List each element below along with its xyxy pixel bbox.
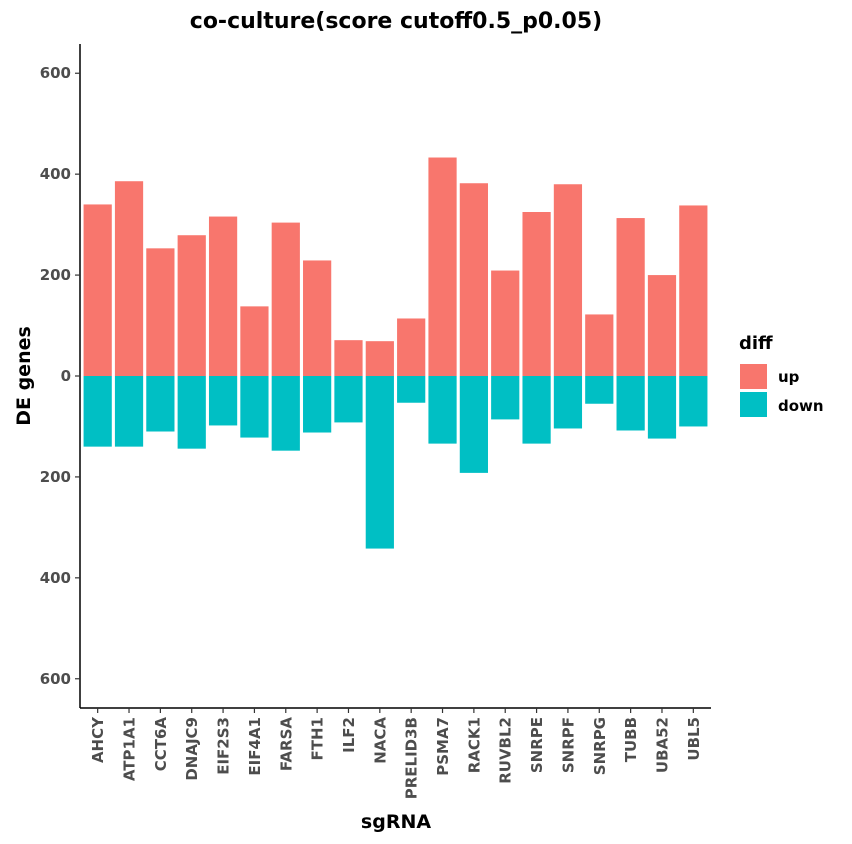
bar-up-snrpg: [585, 314, 614, 376]
x-tick-label-uba52: UBA52: [654, 717, 672, 773]
bar-down-naca: [365, 376, 394, 549]
x-ticks: AHCY ATP1A1 CCT6A DNAJC9 EIF2S3 EIF4A1 FARSA FT…: [89, 708, 703, 799]
legend-key-up: [740, 364, 767, 389]
bar-up-tubb: [616, 218, 645, 376]
bar-down-dnajc9: [177, 376, 206, 449]
bar-down-ilf2: [334, 376, 363, 423]
bar-down-tubb: [616, 376, 645, 431]
bar-down-eif2s3: [208, 376, 238, 426]
bars-group: [83, 157, 708, 549]
bar-down-ruvbl2: [491, 376, 520, 420]
x-tick-label-psma7: PSMA7: [434, 717, 452, 776]
bar-down-psma7: [428, 376, 457, 444]
x-tick-label-ubl5: UBL5: [685, 717, 703, 761]
x-tick-label-eif4a1: EIF4A1: [246, 717, 264, 776]
bar-up-ruvbl2: [491, 270, 520, 376]
y-tick-label: 400: [40, 165, 71, 183]
legend-key-down: [740, 392, 767, 417]
bar-down-prelid3b: [397, 376, 426, 403]
x-axis-title: sgRNA: [361, 811, 431, 833]
bar-up-uba52: [647, 275, 677, 376]
x-tick-label-ahcy: AHCY: [89, 716, 107, 763]
bar-down-snrpf: [553, 376, 583, 429]
bar-up-eif2s3: [208, 216, 238, 376]
bar-down-snrpe: [522, 376, 551, 444]
bar-up-atp1a1: [114, 181, 144, 376]
bar-up-farsa: [271, 222, 300, 376]
y-ticks: 600 400 200 0 200 400 600: [40, 64, 80, 688]
bar-down-farsa: [271, 376, 300, 451]
x-tick-label-ilf2: ILF2: [340, 717, 358, 753]
bar-down-atp1a1: [114, 376, 144, 447]
x-tick-label-dnajc9: DNAJC9: [183, 717, 201, 781]
legend: diff up down: [739, 333, 824, 417]
legend-title: diff: [739, 333, 773, 354]
x-tick-label-snrpg: SNRPG: [591, 717, 609, 775]
legend-label-up: up: [778, 368, 800, 386]
legend-label-down: down: [778, 397, 824, 415]
bar-up-psma7: [428, 157, 457, 376]
bar-down-ahcy: [83, 376, 112, 447]
x-tick-label-snrpe: SNRPE: [528, 717, 546, 773]
y-tick-label: 200: [40, 468, 71, 486]
x-tick-label-rack1: RACK1: [465, 717, 483, 773]
x-tick-label-naca: NACA: [371, 717, 389, 764]
y-tick-label: 600: [40, 670, 71, 688]
chart-title: co-culture(score cutoff0.5_p0.05): [190, 9, 602, 34]
bar-up-ahcy: [83, 204, 112, 376]
y-tick-label: 400: [40, 569, 71, 587]
bar-down-fth1: [303, 376, 332, 433]
bar-down-uba52: [647, 376, 677, 439]
y-tick-label: 0: [61, 367, 71, 385]
bar-down-eif4a1: [240, 376, 269, 438]
y-tick-label: 600: [40, 64, 71, 82]
y-tick-label: 200: [40, 266, 71, 284]
bar-up-prelid3b: [397, 318, 426, 376]
bar-up-ubl5: [679, 205, 708, 376]
x-tick-label-atp1a1: ATP1A1: [121, 717, 139, 781]
bar-up-naca: [365, 341, 394, 376]
bar-up-cct6a: [146, 248, 175, 376]
x-tick-label-tubb: TUBB: [622, 717, 640, 762]
bar-down-snrpg: [585, 376, 614, 404]
x-tick-label-eif2s3: EIF2S3: [215, 717, 233, 775]
bar-up-snrpe: [522, 212, 551, 376]
bar-down-rack1: [459, 376, 488, 473]
bar-up-dnajc9: [177, 235, 206, 376]
y-axis-title: DE genes: [13, 326, 35, 426]
x-tick-label-prelid3b: PRELID3B: [403, 717, 421, 799]
bar-up-snrpf: [553, 184, 583, 376]
x-tick-label-ruvbl2: RUVBL2: [497, 717, 515, 784]
bar-up-eif4a1: [240, 306, 269, 376]
x-tick-label-cct6a: CCT6A: [152, 717, 170, 772]
bar-down-ubl5: [679, 376, 708, 427]
bar-up-fth1: [303, 260, 332, 376]
bar-up-rack1: [459, 183, 488, 376]
x-tick-label-snrpf: SNRPF: [559, 717, 577, 773]
bar-down-cct6a: [146, 376, 175, 432]
x-tick-label-fth1: FTH1: [309, 717, 327, 760]
x-tick-label-farsa: FARSA: [277, 717, 295, 771]
bar-up-ilf2: [334, 340, 363, 376]
